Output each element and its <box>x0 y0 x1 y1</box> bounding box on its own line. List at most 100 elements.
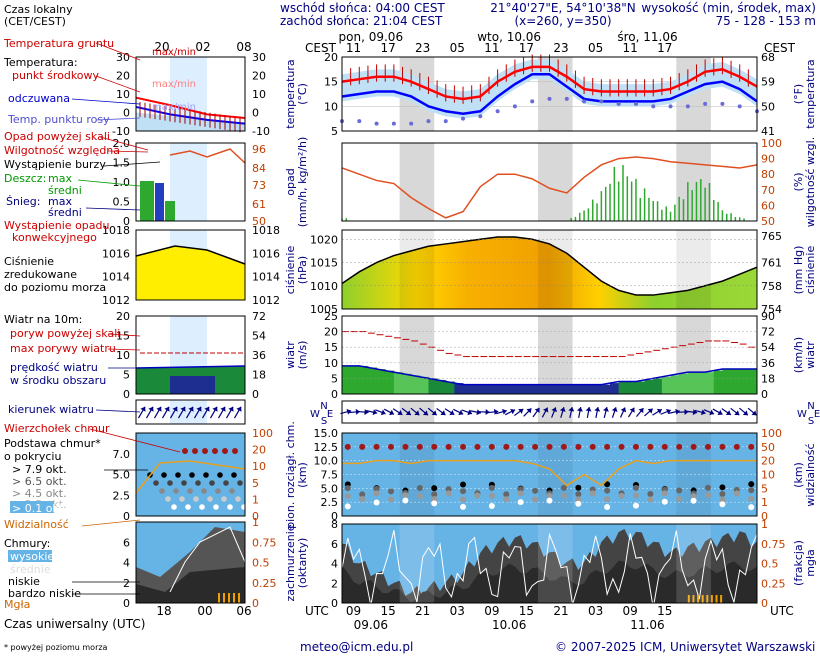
legend-cov5-text: > 0.1 okt. <box>12 502 67 515</box>
night-band <box>676 230 711 309</box>
cover-unit-right: (frakcja) <box>792 540 805 586</box>
legend-cloud-base-dot <box>193 496 199 502</box>
wind-arrow <box>644 408 654 417</box>
humidity-tick: 70 <box>761 184 775 197</box>
legend-connector <box>77 179 141 187</box>
compass-w: W <box>797 409 807 420</box>
wind-speed-bar <box>705 372 715 394</box>
wind-speed-bar <box>463 384 473 394</box>
legend-wind-arrow-head <box>236 406 242 412</box>
wind-arrow <box>514 408 524 417</box>
wind-arrow-head <box>734 410 740 416</box>
legend-panel <box>136 143 245 221</box>
legend-wind-arrow <box>193 406 202 419</box>
cloud-base-dot <box>575 484 582 491</box>
footer-copyright: © 2007-2025 ICM, Uniwersytet Warszawski <box>555 640 816 654</box>
wind-speed-bar <box>411 375 421 394</box>
fog-bar <box>715 595 718 603</box>
wind-speed-bar <box>584 384 594 394</box>
temp-tick-f: 50 <box>761 100 775 113</box>
pressure-line <box>341 236 758 296</box>
legend-cloud-base-dot <box>167 480 173 486</box>
fog-bar <box>720 595 723 603</box>
wind-arrow-head <box>666 408 671 415</box>
cloud-tick: 0 <box>331 510 338 523</box>
header-sun: wschód słońca: 04:00 CEST zachód słońca:… <box>280 2 445 28</box>
footer-email-link[interactable]: meteo@icm.edu.pl <box>300 640 414 654</box>
panel-cover <box>341 524 758 608</box>
wind-tick-kmh: 36 <box>761 357 775 370</box>
legend-high-text: wysokie <box>10 550 54 563</box>
wind-tick: 5 <box>331 372 338 385</box>
fog-bar <box>697 595 700 603</box>
visibility-tick: 100 <box>761 427 782 440</box>
wind-speed-bar <box>376 369 386 394</box>
legend-hum-tick: 50 <box>252 215 266 228</box>
top-hour-label: 17 <box>519 41 534 55</box>
wind-arrow-head <box>449 409 455 416</box>
wind-arrow-head <box>397 410 403 416</box>
legend-wind-arrow-head <box>212 406 218 412</box>
wind-arrow-head <box>576 407 583 412</box>
wind-speed-bar <box>610 383 620 394</box>
legend-wind-arrow-head <box>204 406 210 412</box>
legend-cover-high <box>169 526 246 593</box>
pressure-tick-mm: 754 <box>761 303 782 316</box>
cloud-top-dot <box>604 443 611 450</box>
legend-cloud-base-dot <box>203 472 209 478</box>
legend-text: w środku obszaru <box>10 374 106 387</box>
temp-unit-left: (°C) <box>296 83 309 105</box>
cloud-base-dot <box>719 484 726 491</box>
legend-precip-tick: 2.0 <box>113 137 131 150</box>
legend-mid-text: średnie <box>10 563 51 576</box>
legend-text: Wierzchołek chmur <box>4 422 110 435</box>
cloud-top-dot <box>560 443 567 450</box>
fog-tick: 1 <box>761 518 768 531</box>
cloud-base-dot <box>532 487 539 494</box>
cloud-top-dot <box>344 443 351 450</box>
wind-arrow-head <box>638 408 644 414</box>
wind-speed-bar <box>670 375 680 394</box>
legend-fog-tick: 0.75 <box>252 536 277 549</box>
dew-point-dot <box>599 99 604 104</box>
legend-text: niskie <box>8 575 40 588</box>
cloud-tick: 7.5 <box>321 469 339 482</box>
cloud-top-dot <box>733 443 740 450</box>
humidity-tick: 100 <box>761 137 782 150</box>
wind-arrow-head <box>620 407 627 413</box>
cloud-base-dot <box>705 492 712 499</box>
top-hour-label: 23 <box>415 41 430 55</box>
dew-point-dot <box>495 109 500 114</box>
legend-text: Wilgotność względna <box>4 144 120 157</box>
wind-speed-bar <box>679 373 689 394</box>
legend-wind-tick: 15 <box>116 330 130 343</box>
wind-arrow <box>739 407 749 416</box>
panel-press <box>341 230 758 310</box>
cloud-top-dot <box>517 443 524 450</box>
wind-tick: 10 <box>324 357 338 370</box>
temp-felt-line <box>341 73 758 115</box>
legend-text: o pokryciu <box>4 450 61 463</box>
legend-fog-bar <box>228 593 230 603</box>
wind-arrow-head <box>684 408 689 415</box>
legend-fog-bar <box>238 593 240 603</box>
cloud-base-dot <box>748 487 755 494</box>
cloud-base-dot <box>604 503 611 510</box>
legend-wind-arrow-head <box>180 406 186 412</box>
legend-precip-tick: 1.0 <box>113 176 131 189</box>
wind-arrow <box>427 407 438 416</box>
legend-temp-tick-label: 10 <box>116 88 130 101</box>
bottom-hour-label: 15 <box>657 604 672 618</box>
legend-text: max <box>48 172 72 185</box>
cloud-base-dot <box>373 499 380 506</box>
wind-arrow <box>401 407 412 416</box>
legend-frame <box>135 432 246 517</box>
legend-wind-arrow <box>217 406 226 419</box>
wind-speed-bar <box>342 365 352 394</box>
fog-bar <box>692 595 695 603</box>
wind-arrow <box>392 408 403 416</box>
panel-frame <box>341 315 758 395</box>
night-band <box>399 524 435 603</box>
day-label-top: pon, 09.06 <box>339 30 404 44</box>
legend-precip-tick: 0 <box>123 215 130 228</box>
